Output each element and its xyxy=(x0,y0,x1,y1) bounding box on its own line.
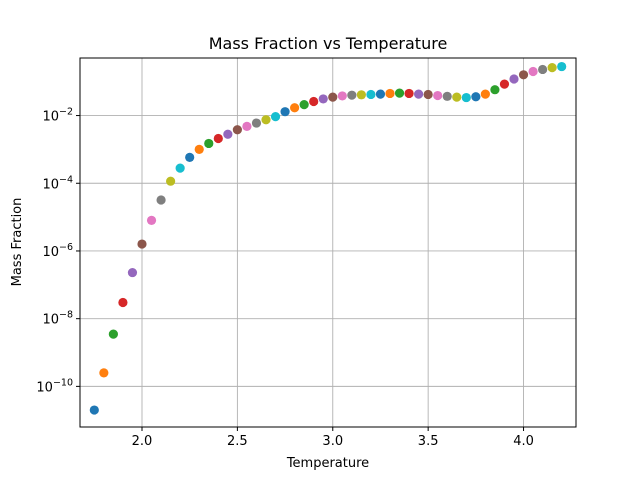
y-tick-base: 10 xyxy=(36,380,53,395)
data-point xyxy=(166,176,176,186)
data-point xyxy=(471,92,481,102)
data-point xyxy=(280,107,290,117)
y-tick-exponent: −2 xyxy=(59,107,73,118)
data-point xyxy=(433,90,443,101)
data-point xyxy=(337,91,347,101)
data-point xyxy=(89,405,99,415)
y-tick-exponent: −10 xyxy=(53,377,73,388)
data-point xyxy=(538,64,548,75)
data-point xyxy=(375,89,386,99)
grid xyxy=(80,58,576,427)
data-point xyxy=(299,100,309,110)
data-point xyxy=(366,89,376,100)
y-tick-base: 10 xyxy=(42,245,59,260)
data-point xyxy=(547,63,557,73)
x-tick-label: 2.5 xyxy=(227,434,248,449)
data-point xyxy=(404,88,414,99)
data-point xyxy=(118,297,128,308)
y-tick-label: 10−4 xyxy=(42,174,73,192)
data-point xyxy=(290,103,300,113)
y-tick-label: 10−6 xyxy=(42,242,73,260)
data-point xyxy=(442,91,452,101)
x-axis-label: Temperature xyxy=(286,456,369,471)
data-point xyxy=(328,92,338,102)
y-axis-label: Mass Fraction xyxy=(10,198,25,287)
data-point xyxy=(194,144,204,154)
data-point xyxy=(270,112,281,122)
y-tick-exponent: −4 xyxy=(59,174,73,185)
data-points xyxy=(89,61,567,415)
data-point xyxy=(414,89,424,99)
data-point xyxy=(251,118,262,128)
data-point xyxy=(461,92,471,103)
data-point xyxy=(309,96,319,107)
x-tick-label: 4.0 xyxy=(513,434,534,449)
data-point xyxy=(423,89,433,100)
chart-title: Mass Fraction vs Temperature xyxy=(209,34,448,53)
data-point xyxy=(356,90,366,100)
data-point xyxy=(509,74,519,84)
data-point xyxy=(137,239,147,249)
data-point xyxy=(394,88,405,98)
x-axis-ticks: 2.0 2.5 3.0 3.5 4.0 xyxy=(132,427,534,449)
x-tick-label: 3.5 xyxy=(418,434,439,449)
data-point xyxy=(347,90,357,100)
y-tick-label: 10−8 xyxy=(42,310,73,328)
data-point xyxy=(557,61,567,72)
y-tick-exponent: −6 xyxy=(59,242,73,253)
data-point xyxy=(146,215,157,225)
data-point xyxy=(185,152,195,163)
data-point xyxy=(490,85,500,95)
data-point xyxy=(242,121,252,131)
data-point xyxy=(385,88,395,99)
data-point xyxy=(204,138,214,149)
data-point xyxy=(499,79,510,89)
data-point xyxy=(223,129,233,139)
y-tick-base: 10 xyxy=(42,110,59,125)
data-point xyxy=(528,66,538,77)
y-tick-exponent: −8 xyxy=(59,310,73,321)
data-point xyxy=(261,115,271,125)
data-point xyxy=(99,368,109,378)
data-point xyxy=(127,267,138,278)
data-point xyxy=(213,133,223,144)
data-point xyxy=(452,92,462,102)
data-point xyxy=(156,195,166,205)
y-tick-label: 10−2 xyxy=(42,107,73,125)
y-tick-base: 10 xyxy=(42,313,59,328)
x-tick-label: 3.0 xyxy=(322,434,343,449)
y-tick-label: 10−10 xyxy=(36,377,73,395)
y-tick-base: 10 xyxy=(42,177,59,192)
data-point xyxy=(175,163,185,173)
plot-frame xyxy=(79,57,577,428)
x-tick-label: 2.0 xyxy=(132,434,153,449)
data-point xyxy=(480,89,490,99)
data-point xyxy=(518,70,529,80)
data-point xyxy=(232,125,242,135)
data-point xyxy=(108,329,118,339)
data-point xyxy=(318,94,328,104)
